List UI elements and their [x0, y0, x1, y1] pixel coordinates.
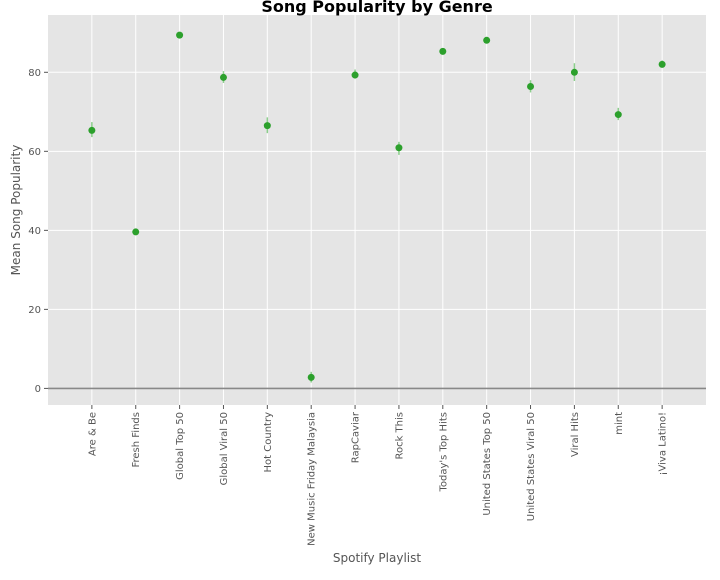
x-tick-label: United States Viral 50 — [526, 412, 537, 521]
grid-layer — [48, 15, 706, 405]
data-point — [263, 122, 271, 130]
x-tick-label: Global Viral 50 — [219, 412, 230, 485]
x-tick-label: United States Top 50 — [482, 412, 493, 516]
x-tick-label: Fresh Finds — [131, 412, 142, 468]
x-tick-label: Today's Top Hits — [438, 412, 449, 493]
x-tick-label: Global Top 50 — [175, 412, 186, 480]
data-point — [219, 73, 227, 81]
data-point — [658, 60, 666, 68]
y-tick-label: 0 — [35, 384, 41, 395]
x-tick-layer: Are & Be Fresh Finds Global Top 50 Global V… — [87, 405, 669, 546]
x-tick-label: mint — [614, 412, 625, 435]
y-tick-label: 20 — [28, 305, 41, 316]
data-point — [88, 126, 96, 134]
x-tick-label: Are & Be — [87, 412, 98, 456]
data-point — [132, 228, 140, 236]
data-point — [307, 373, 315, 381]
x-tick-label: ¡Viva Latino! — [658, 412, 669, 476]
x-axis-label: Spotify Playlist — [333, 551, 421, 565]
marks-layer — [88, 31, 666, 383]
x-tick-label: RapCaviar — [351, 411, 362, 463]
data-point — [614, 111, 622, 119]
data-point — [176, 31, 184, 39]
y-tick-label: 80 — [28, 68, 41, 79]
y-tick-label: 40 — [28, 226, 41, 237]
y-tick-layer: 0 20 40 60 80 — [28, 68, 48, 395]
x-tick-label: Hot Country — [263, 412, 274, 473]
data-point — [483, 36, 491, 44]
data-point — [527, 83, 535, 91]
x-tick-label: Rock This — [394, 412, 405, 460]
y-tick-label: 60 — [28, 147, 41, 158]
data-point — [395, 144, 403, 152]
data-point — [570, 68, 578, 76]
chart-title: Song Popularity by Genre — [261, 0, 493, 16]
x-tick-label: New Music Friday Malaysia — [307, 412, 318, 546]
data-point — [439, 47, 447, 55]
data-point — [351, 71, 359, 79]
y-axis-label: Mean Song Popularity — [9, 145, 23, 276]
x-tick-label: Viral Hits — [570, 412, 581, 457]
plot-area — [48, 15, 706, 405]
